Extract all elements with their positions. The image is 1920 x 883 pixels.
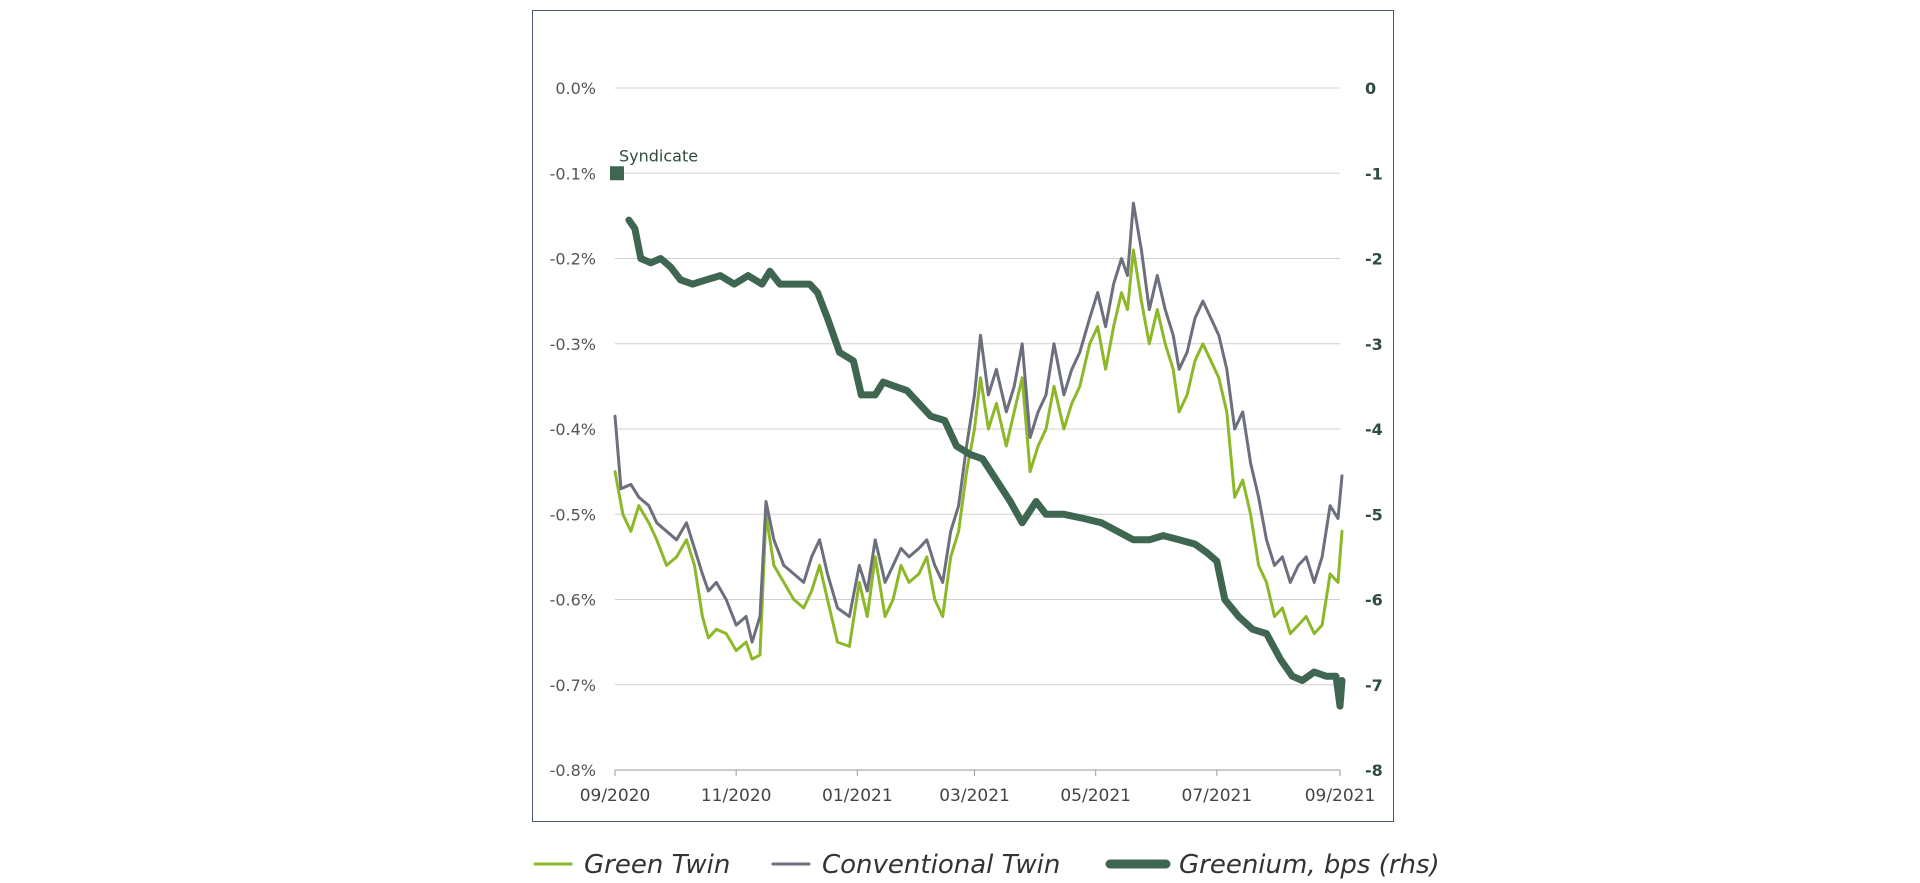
y-right-tick-label: -7 (1365, 676, 1383, 695)
y-right-tick-label: 0 (1365, 79, 1376, 98)
y-left-tick-label: -0.1% (550, 164, 596, 183)
x-tick-label: 01/2021 (822, 786, 893, 806)
y-right-tick-label: -3 (1365, 335, 1383, 354)
y-left-tick-label: -0.4% (550, 420, 596, 439)
y-left-tick-label: -0.8% (550, 761, 596, 780)
y-left-tick-label: -0.3% (550, 335, 596, 354)
series-line-conventional-twin (613, 201, 1344, 644)
y-right-tick-label: -5 (1365, 505, 1383, 524)
chart-frame (532, 10, 1394, 822)
y-right-tick-label: -6 (1365, 591, 1383, 610)
x-tick-label: 07/2021 (1182, 786, 1253, 806)
annotation: Syndicate (609, 146, 698, 181)
x-tick-label: 03/2021 (939, 786, 1010, 806)
y-right-tick-label: -1 (1365, 164, 1383, 183)
x-tick-label: 09/2021 (1305, 786, 1376, 806)
y-right-tick-label: -4 (1365, 420, 1383, 439)
y-left-tick-label: -0.7% (550, 676, 596, 695)
grid (615, 87, 1340, 771)
legend-label: Conventional Twin (822, 850, 1060, 880)
y-axis-left: 0.0% -0.1% -0.2% -0.3% -0.4% -0.5% -0.6% -0.7% -… (550, 79, 596, 780)
y-axis-right: 0 -1 -2 -3 -4 -5 -6 -7 -8 (1365, 79, 1383, 780)
y-left-tick-label: -0.5% (550, 505, 596, 524)
y-left-tick-label: -0.2% (550, 250, 596, 269)
legend-label: Green Twin (584, 850, 730, 880)
y-left-tick-label: -0.6% (550, 591, 596, 610)
x-tick-label: 09/2020 (580, 786, 651, 806)
x-tick-label: 11/2020 (701, 786, 772, 806)
y-left-tick-label: 0.0% (555, 79, 596, 98)
x-axis: 09/2020 11/2020 01/2021 03/2021 05/2021 07/20… (580, 770, 1376, 806)
series-line-green-twin (613, 248, 1344, 661)
legend-label: Greenium, bps (rhs) (1179, 850, 1440, 880)
series-group (613, 201, 1346, 710)
x-tick-label: 05/2021 (1060, 786, 1131, 806)
legend: Green Twin Conventional Twin Greenium, bps… (533, 850, 1440, 880)
y-right-tick-label: -2 (1365, 250, 1383, 269)
series-line-greenium-bps-rhs (625, 216, 1346, 710)
y-right-tick-label: -8 (1365, 761, 1383, 780)
syndicate-marker (609, 166, 624, 181)
syndicate-label: Syndicate (619, 146, 698, 165)
